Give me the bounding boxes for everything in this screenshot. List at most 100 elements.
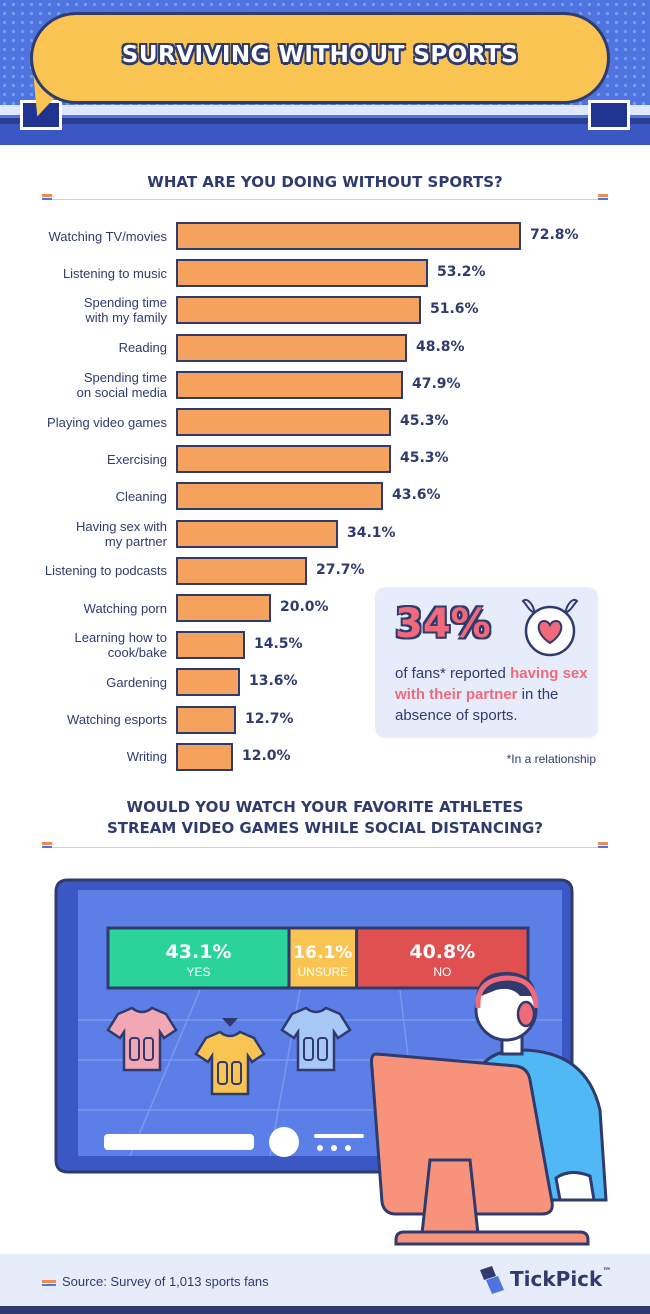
bar-value-label: 12.7% <box>245 710 294 727</box>
jersey-icon <box>280 1006 352 1072</box>
bar-label: Gardening <box>10 675 167 690</box>
bar-value-label: 12.0% <box>242 747 291 764</box>
bar <box>176 519 338 548</box>
bar-label-line: Cleaning <box>115 488 167 504</box>
bar <box>176 668 240 697</box>
poll-stacked-bar: 43.1% YES 16.1% UNSURE 40.8% NO <box>106 926 530 990</box>
speech-bubble <box>30 12 610 104</box>
callout-text: of fans* reported having sex with their … <box>395 663 595 726</box>
bar-label-line: Spending time <box>83 295 167 311</box>
poll-category-label: UNSURE <box>297 965 348 979</box>
poll-category-label: YES <box>187 965 211 979</box>
stadium-gate-right <box>588 100 630 130</box>
bar-value-label: 14.5% <box>254 636 303 653</box>
bar-label-line: Playing video games <box>47 414 167 430</box>
bar-label: Cleaning <box>10 489 167 504</box>
source-accent-blue <box>42 1284 56 1286</box>
jersey-icon <box>194 1030 266 1096</box>
stadium-floor <box>0 124 650 145</box>
divider-accent-right-blue <box>598 198 608 200</box>
section-title-streaming-line2: STREAM VIDEO GAMES WHILE SOCIAL DISTANCI… <box>106 819 544 837</box>
dot-icon <box>331 1145 337 1151</box>
source-accent <box>42 1280 56 1283</box>
footnote: *In a relationship <box>506 752 596 766</box>
stat-callout: 34% of fans* reported having sex with th… <box>375 587 598 738</box>
heart-devil-icon <box>521 598 579 657</box>
tickpick-logo: TickPick™ <box>476 1262 616 1296</box>
brand-name: TickPick <box>510 1267 603 1291</box>
stadium-gate-left <box>20 100 62 130</box>
bar-label-line: Reading <box>118 340 167 356</box>
bar-label-line: Listening to podcasts <box>44 563 167 579</box>
selection-arrow-icon <box>222 1018 238 1027</box>
activities-bar-chart: Watching TV/movies 72.8% Listening to musi… <box>0 215 650 775</box>
bar-value-label: 34.1% <box>347 524 396 541</box>
bar-label-line: Exercising <box>107 451 167 467</box>
bar-label-line: Spending time <box>83 369 167 385</box>
bar-value-label: 13.6% <box>249 673 298 690</box>
bar-value-label: 53.2% <box>437 264 486 281</box>
jersey-icon <box>106 1006 178 1072</box>
bar-value-label: 47.9% <box>412 375 461 392</box>
bar-value-label: 20.0% <box>280 599 329 615</box>
bar-label-line: Watching porn <box>83 600 167 616</box>
dot-icon <box>317 1145 323 1151</box>
tickpick-wordmark: TickPick™ <box>510 1267 611 1291</box>
bar-label: Listening to music <box>10 266 167 281</box>
footer-edge <box>0 1306 650 1314</box>
trademark-mark: ™ <box>602 1267 612 1277</box>
bar-label-line: Watching esports <box>67 712 167 728</box>
callout-stat: 34% <box>395 601 491 647</box>
bar-label: Watching esports <box>10 712 167 727</box>
bar-value-label: 72.8% <box>530 227 579 243</box>
menu-line-icon <box>314 1134 364 1138</box>
bar-label: Spending time on social media <box>10 370 167 400</box>
divider-accent-left <box>42 194 52 197</box>
divider-accent-right <box>598 194 608 197</box>
divider-accent-right <box>598 842 608 845</box>
bar <box>176 296 421 325</box>
divider-accent-left-blue <box>42 846 52 848</box>
section-title-streaming-line1: WOULD YOU WATCH YOUR FAVORITE ATHLETES <box>126 798 524 816</box>
bar-value-label: 51.6% <box>430 301 479 318</box>
bar-label: Having sex with my partner <box>10 519 167 549</box>
bar-label-line: Gardening <box>106 674 167 690</box>
bar-label-line: Listening to music <box>62 265 167 281</box>
divider-accent-left-blue <box>42 198 52 200</box>
bar <box>176 631 245 660</box>
bar <box>176 222 521 250</box>
poll-value-label: 43.1% <box>166 941 232 963</box>
bar-value-label: 48.8% <box>416 338 465 355</box>
divider-accent-right-blue <box>598 846 608 848</box>
stadium-rail-shadow <box>0 118 650 124</box>
bar-label-line: cook/bake <box>107 645 167 661</box>
section-title-activities: WHAT ARE YOU DOING WITHOUT SPORTS? <box>147 173 503 191</box>
footer <box>0 1254 650 1314</box>
poll-value-label: 16.1% <box>293 943 352 963</box>
bar <box>176 482 383 511</box>
divider-accent-left <box>42 842 52 845</box>
monitor-icon <box>370 1052 590 1246</box>
bar-label-line: Watching TV/movies <box>48 228 168 244</box>
bar-label: Reading <box>10 340 167 355</box>
bar-label: Watching TV/movies <box>10 228 168 244</box>
bar-value-label: 27.7% <box>316 561 365 578</box>
dot-icon <box>345 1145 351 1151</box>
bar-label: Learning how to cook/bake <box>10 630 167 660</box>
bar-label-line: on social media <box>76 384 167 400</box>
streaming-illustration: 43.1% YES 16.1% UNSURE 40.8% NO <box>54 878 608 1246</box>
bar-label-line: Writing <box>126 749 167 765</box>
section-divider <box>42 847 608 848</box>
section-divider <box>42 199 608 200</box>
bar-value-label: 43.6% <box>392 487 441 504</box>
bar <box>176 705 236 734</box>
bar-label: Watching porn <box>10 601 167 616</box>
bar <box>176 742 233 771</box>
bar-label-line: Having sex with <box>75 518 167 534</box>
bar <box>176 445 391 474</box>
bar-value-label: 45.3% <box>400 450 449 467</box>
bar-label-line: with my family <box>85 310 167 326</box>
bar-label-line: my partner <box>104 533 167 549</box>
bar <box>176 259 428 288</box>
bar-label: Exercising <box>10 452 167 467</box>
